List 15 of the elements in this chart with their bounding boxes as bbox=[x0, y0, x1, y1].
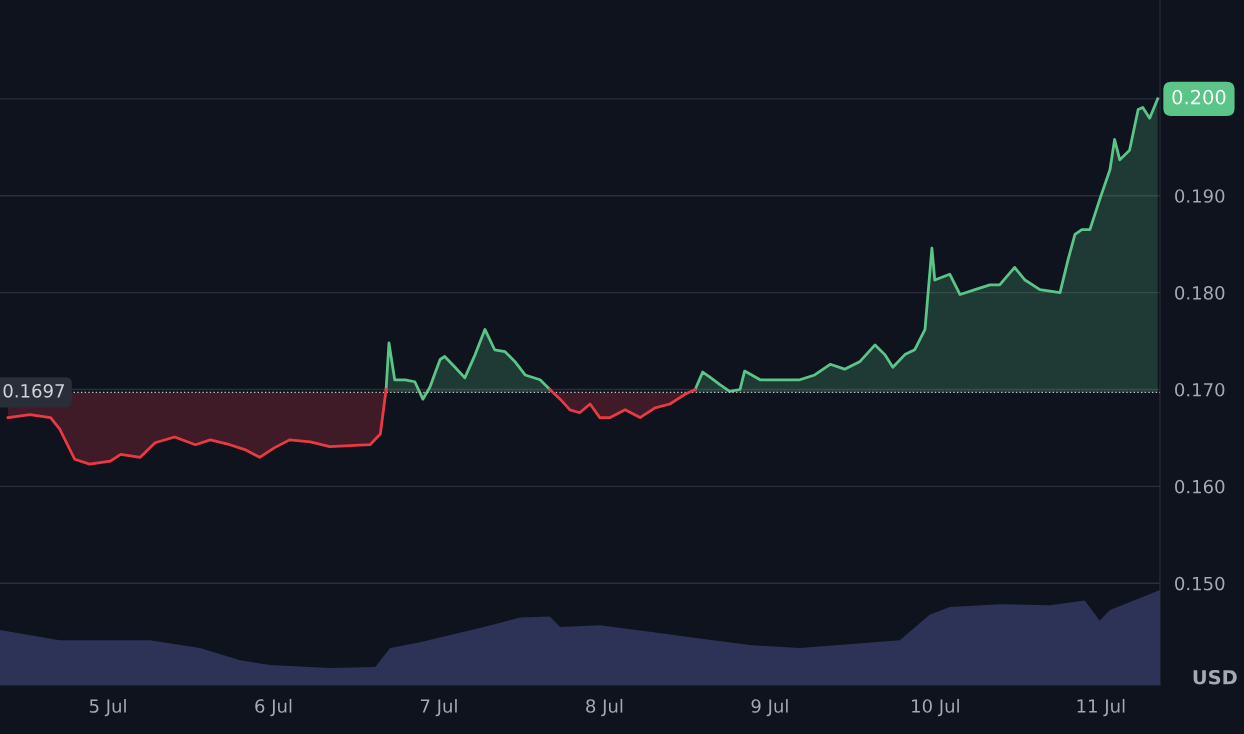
y-tick-label: 0.170 bbox=[1175, 382, 1225, 397]
x-tick-label: 6 Jul bbox=[255, 698, 292, 717]
y-tick-label: 0.190 bbox=[1175, 189, 1225, 203]
text: USD bbox=[1193, 669, 1237, 685]
ref-line-label: 0.1697 bbox=[3, 383, 64, 398]
x-tick-label: 5 Jul bbox=[89, 698, 126, 717]
x-tick-label: 9 Jul bbox=[751, 698, 788, 717]
x-tick-label: 8 Jul bbox=[586, 698, 623, 717]
x-tick-label: 10 Jul bbox=[912, 698, 959, 717]
text: 0.200 bbox=[1172, 89, 1226, 105]
x-tick-label: 7 Jul bbox=[420, 698, 457, 717]
y-tick-label: 0.180 bbox=[1175, 286, 1225, 300]
y-tick-label: 0.160 bbox=[1175, 479, 1225, 494]
y-tick-label: 0.150 bbox=[1175, 576, 1225, 591]
x-tick-label: 11 Jul bbox=[1077, 698, 1125, 717]
